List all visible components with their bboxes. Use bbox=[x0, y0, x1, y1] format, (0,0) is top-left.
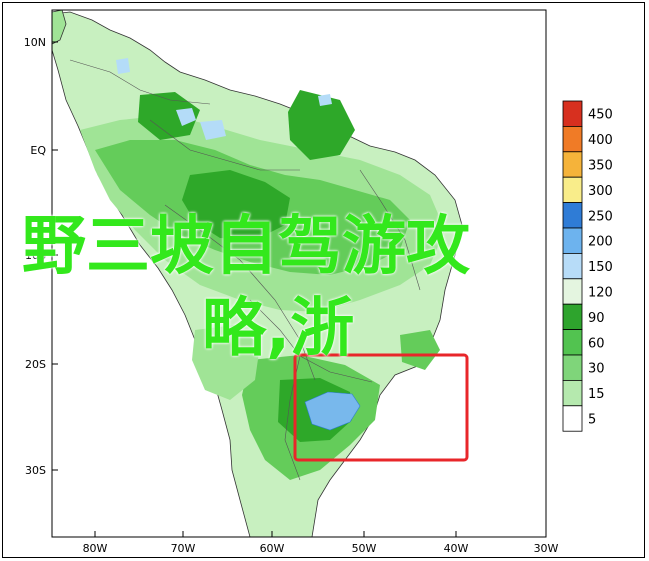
rain-core-1 bbox=[182, 170, 290, 240]
lon-tick-label: 30W bbox=[534, 542, 559, 555]
legend-label: 400 bbox=[588, 133, 613, 148]
legend-label: 300 bbox=[588, 184, 613, 199]
lon-tick-label: 50W bbox=[352, 542, 377, 555]
legend-label: 90 bbox=[588, 311, 605, 326]
lon-tick-label: 40W bbox=[444, 542, 469, 555]
legend-label: 120 bbox=[588, 286, 613, 301]
legend-label: 150 bbox=[588, 260, 613, 275]
rain-band-southwest bbox=[192, 325, 260, 400]
highlight-box bbox=[293, 353, 469, 462]
lat-tick-label: EQ bbox=[30, 144, 46, 157]
rain-core-3 bbox=[138, 92, 200, 140]
overlay-title: 野三坡自驾游攻略,浙 bbox=[22, 206, 632, 370]
lon-tick-label: 80W bbox=[83, 542, 108, 555]
blue-patch-amazon-2 bbox=[200, 120, 226, 140]
legend-swatch bbox=[562, 379, 583, 407]
legend-swatch bbox=[562, 405, 583, 432]
legend-label: 60 bbox=[588, 336, 605, 351]
blue-patch-amazon-1 bbox=[176, 108, 196, 126]
overlay-title-line1: 野三坡自驾游攻 bbox=[22, 210, 470, 284]
lat-tick-label: 10S bbox=[25, 249, 46, 262]
latitude-axis: 10N EQ 10S 20S 30S bbox=[24, 36, 58, 477]
blue-patch-parana bbox=[304, 391, 361, 431]
blue-patch-amazon-3 bbox=[318, 94, 332, 106]
map-plot-area bbox=[52, 10, 546, 537]
lon-tick-label: 70W bbox=[171, 542, 196, 555]
legend-label: 30 bbox=[588, 362, 605, 377]
legend-swatch bbox=[562, 100, 583, 127]
lat-tick-label: 20S bbox=[25, 358, 46, 371]
legend-label: 350 bbox=[588, 159, 613, 174]
rain-core-2 bbox=[288, 90, 355, 160]
rain-east-coast bbox=[400, 330, 440, 370]
legend-swatch bbox=[562, 176, 583, 203]
blue-patch-north bbox=[116, 58, 130, 74]
legend-label: 5 bbox=[588, 413, 596, 428]
overlay-title-line2: 略,浙 bbox=[202, 292, 355, 366]
legend-swatch bbox=[562, 126, 583, 153]
plot-border bbox=[51, 9, 547, 538]
lat-tick-label: 10N bbox=[24, 36, 46, 49]
legend-label: 200 bbox=[588, 235, 613, 250]
lat-tick-label: 30S bbox=[25, 464, 46, 477]
color-legend: 450 400 350 300 250 200 150 120 90 60 30 15 5 bbox=[562, 100, 613, 432]
legend-label: 450 bbox=[588, 108, 613, 123]
legend-label: 250 bbox=[588, 209, 613, 224]
lon-tick-label: 60W bbox=[260, 542, 285, 555]
legend-label: 15 bbox=[588, 387, 605, 402]
longitude-axis: 80W 70W 60W 50W 40W 30W bbox=[83, 531, 559, 555]
legend-swatch bbox=[562, 151, 583, 178]
